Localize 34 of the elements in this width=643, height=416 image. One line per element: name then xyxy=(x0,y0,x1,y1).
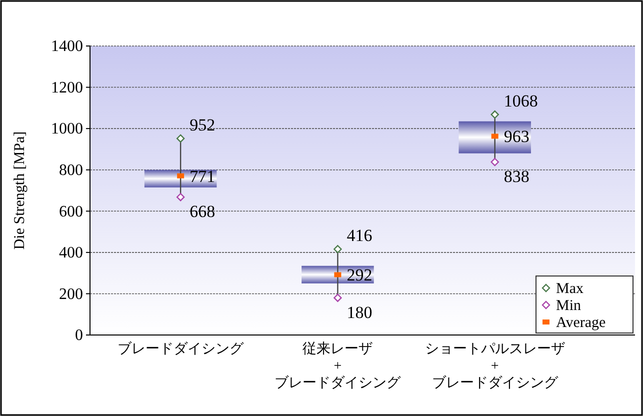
data-label: 963 xyxy=(504,127,530,146)
bar xyxy=(144,170,217,188)
bar xyxy=(302,266,374,284)
y-tick-label: 800 xyxy=(59,162,83,179)
x-tick-label: 従来レーザ + ブレードダイシング xyxy=(274,341,402,391)
point xyxy=(176,193,185,202)
y-tick-label: 200 xyxy=(59,286,83,303)
x-tick-label: ブレードダイシング xyxy=(118,341,245,357)
y-tick-label: 400 xyxy=(59,244,83,262)
point xyxy=(176,134,185,143)
y-tick-label: 1000 xyxy=(51,120,83,138)
point xyxy=(177,173,184,178)
data-label: 1068 xyxy=(504,92,538,111)
data-label: 416 xyxy=(346,226,372,246)
data-label: 771 xyxy=(190,166,216,186)
data-label: 180 xyxy=(346,302,372,322)
point xyxy=(490,110,499,119)
bar xyxy=(458,121,531,154)
y-tick-label: 600 xyxy=(59,203,83,220)
point xyxy=(490,158,499,166)
y-tick-label: 1400 xyxy=(51,38,83,56)
point xyxy=(334,245,342,254)
y-tick-label: 1200 xyxy=(51,79,83,96)
legend-label: Min xyxy=(556,298,582,314)
data-label: 838 xyxy=(504,167,530,186)
legend-label: Average xyxy=(556,315,606,331)
x-tick-label: ショートパルスレーザ + ブレードダイシング xyxy=(424,341,565,391)
point xyxy=(491,134,498,139)
point xyxy=(334,272,342,278)
y-tick-label: 0 xyxy=(75,327,83,344)
legend-label: Max xyxy=(556,281,584,297)
y-axis-title: Die Strength [MPa] xyxy=(12,131,28,250)
point xyxy=(334,294,342,302)
data-label: 292 xyxy=(346,266,372,285)
